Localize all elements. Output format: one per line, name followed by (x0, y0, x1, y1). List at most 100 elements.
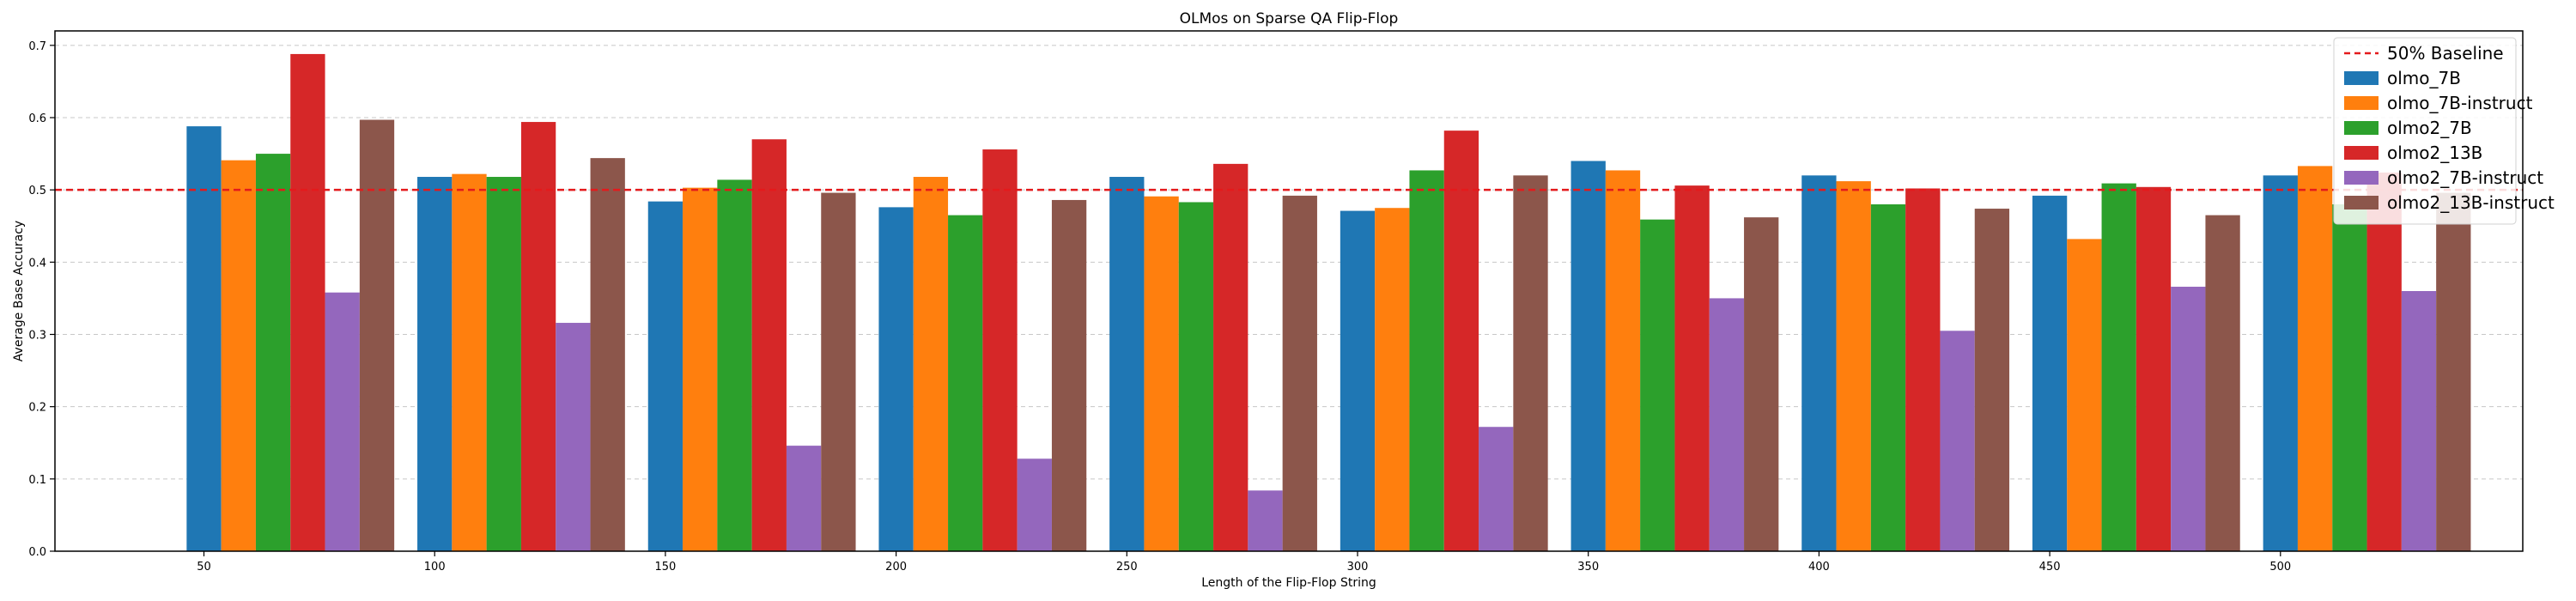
bar (1340, 210, 1376, 551)
x-tick-label: 450 (2039, 561, 2061, 574)
bar (1709, 298, 1745, 551)
bar (2263, 175, 2298, 552)
bar (2205, 215, 2240, 551)
y-axis: 0.0 0.1 0.2 0.3 0.4 0.5 0.6 0.7 (28, 40, 55, 559)
legend-baseline-label: 50% Baseline (2387, 43, 2504, 64)
legend-box (2333, 37, 2517, 225)
legend-swatch (2344, 96, 2379, 110)
y-tick-label: 0.4 (28, 257, 46, 270)
bar (452, 173, 487, 551)
bar (913, 177, 949, 551)
bar (1801, 175, 1837, 552)
x-tick-label: 400 (1808, 561, 1830, 574)
bar (1443, 131, 1479, 551)
legend-label: olmo_7B-instruct (2387, 93, 2533, 113)
plot-frame (54, 30, 2524, 552)
y-tick-label: 0.3 (28, 330, 46, 343)
bar (1144, 196, 1179, 551)
bar (1479, 427, 1514, 551)
bar (556, 323, 591, 551)
bar (751, 139, 787, 551)
bar (590, 158, 625, 551)
bar (359, 119, 395, 551)
y-tick-label: 0.7 (28, 40, 46, 53)
y-tick-label: 0.5 (28, 185, 46, 197)
bar (2101, 183, 2136, 551)
x-tick-label: 150 (654, 561, 676, 574)
bar (1744, 217, 1779, 551)
legend: 50% Baseline olmo_7B olmo_7B-instruct olmo2… (2333, 37, 2555, 225)
x-tick-label: 250 (1116, 561, 1138, 574)
bar (2171, 286, 2206, 551)
bar (1017, 458, 1052, 551)
bars (186, 53, 2471, 552)
bar (1940, 331, 1975, 551)
bar (186, 126, 222, 551)
bar (647, 201, 683, 551)
y-tick-label: 0.2 (28, 402, 46, 415)
bar (2436, 192, 2471, 552)
y-tick-label: 0.6 (28, 112, 46, 125)
legend-label: olmo2_13B (2387, 143, 2482, 163)
bar (486, 177, 521, 551)
legend-swatch (2344, 121, 2379, 135)
bar (1109, 177, 1145, 551)
bar (948, 215, 983, 551)
bar (878, 207, 914, 551)
chart-title: OLMos on Sparse QA Flip-Flop (1180, 10, 1399, 27)
bar (821, 192, 856, 552)
bar (520, 122, 556, 552)
x-tick-label: 300 (1347, 561, 1369, 574)
bar (2297, 166, 2333, 551)
bar (2136, 186, 2172, 552)
bar (255, 154, 291, 552)
bar (2366, 172, 2402, 551)
bar (982, 149, 1018, 552)
bar (1282, 195, 1317, 551)
legend-swatch (2344, 196, 2379, 209)
y-tick-label: 0.0 (28, 546, 46, 559)
bar (1375, 208, 1410, 552)
legend-swatch (2344, 171, 2379, 185)
bar (1213, 163, 1249, 551)
x-tick-label: 100 (424, 561, 446, 574)
bar (417, 177, 453, 551)
bar (786, 446, 822, 551)
bar (1870, 204, 1906, 551)
bar (1409, 170, 1444, 552)
legend-label: olmo2_7B-instruct (2387, 167, 2543, 188)
bar (1836, 181, 1871, 552)
legend-swatch (2344, 146, 2379, 160)
y-tick-label: 0.1 (28, 474, 46, 487)
bar (2032, 195, 2068, 551)
y-axis-label: Average Base Accuracy (12, 221, 26, 361)
x-tick-label: 50 (197, 561, 211, 574)
legend-label: olmo2_13B-instruct (2387, 192, 2555, 213)
bar (1571, 161, 1606, 551)
bar (1605, 170, 1641, 552)
bar (717, 179, 752, 551)
bar (1974, 209, 2010, 552)
bar (1640, 219, 1675, 552)
bar (683, 187, 718, 551)
bar (1674, 185, 1710, 551)
x-tick-label: 500 (2269, 561, 2291, 574)
bar (2332, 204, 2367, 551)
legend-label: olmo2_7B (2387, 118, 2472, 138)
legend-label: olmo_7B (2387, 68, 2461, 88)
bar (1513, 175, 1548, 552)
x-axis-label: Length of the Flip-Flop String (1201, 576, 1376, 590)
bar (290, 53, 325, 551)
x-axis: 50 100 150 200 250 300 350 400 450 500 (197, 551, 2291, 574)
x-tick-label: 200 (885, 561, 907, 574)
bar (1051, 199, 1087, 551)
bar (221, 160, 256, 552)
bar (1905, 188, 1941, 551)
bar (2067, 239, 2102, 551)
legend-swatch (2344, 71, 2379, 85)
bar (1178, 202, 1214, 551)
x-tick-label: 350 (1577, 561, 1599, 574)
bar (1248, 490, 1283, 551)
bar (325, 292, 360, 551)
